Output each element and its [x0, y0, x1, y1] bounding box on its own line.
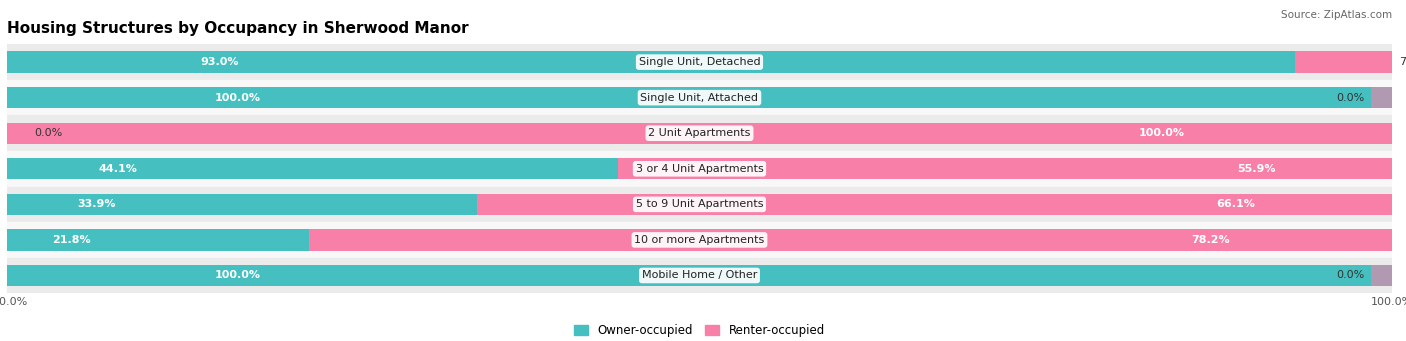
Text: 100.0%: 100.0% — [1139, 128, 1184, 138]
Bar — [309, 229, 1392, 251]
Text: 10 or more Apartments: 10 or more Apartments — [634, 235, 765, 245]
Bar — [7, 116, 1392, 151]
Text: 66.1%: 66.1% — [1216, 199, 1254, 209]
Text: 93.0%: 93.0% — [200, 57, 239, 67]
Text: 5 to 9 Unit Apartments: 5 to 9 Unit Apartments — [636, 199, 763, 209]
Bar — [7, 158, 617, 179]
Bar — [7, 87, 1392, 108]
Text: 7.0%: 7.0% — [1399, 57, 1406, 67]
Text: 21.8%: 21.8% — [52, 235, 91, 245]
Text: 2 Unit Apartments: 2 Unit Apartments — [648, 128, 751, 138]
Legend: Owner-occupied, Renter-occupied: Owner-occupied, Renter-occupied — [569, 320, 830, 341]
Bar — [7, 80, 1392, 116]
Text: Source: ZipAtlas.com: Source: ZipAtlas.com — [1281, 10, 1392, 20]
Text: 0.0%: 0.0% — [1336, 270, 1364, 281]
Bar — [7, 151, 1392, 187]
Text: 33.9%: 33.9% — [77, 199, 115, 209]
Bar — [7, 229, 309, 251]
Text: 78.2%: 78.2% — [1191, 235, 1229, 245]
Bar — [7, 194, 477, 215]
Bar — [7, 265, 1392, 286]
Text: Mobile Home / Other: Mobile Home / Other — [641, 270, 758, 281]
Bar — [7, 122, 28, 144]
Bar — [1295, 51, 1392, 73]
Bar — [7, 222, 1392, 258]
Bar — [7, 44, 1392, 80]
Bar — [1371, 265, 1392, 286]
Text: Single Unit, Attached: Single Unit, Attached — [641, 93, 758, 103]
Text: 100.0%: 100.0% — [215, 93, 260, 103]
Text: 3 or 4 Unit Apartments: 3 or 4 Unit Apartments — [636, 164, 763, 174]
Text: 0.0%: 0.0% — [35, 128, 63, 138]
Bar — [7, 122, 1392, 144]
Text: 55.9%: 55.9% — [1237, 164, 1275, 174]
Bar — [7, 187, 1392, 222]
Bar — [617, 158, 1392, 179]
Bar — [477, 194, 1392, 215]
Bar — [7, 51, 1295, 73]
Text: Housing Structures by Occupancy in Sherwood Manor: Housing Structures by Occupancy in Sherw… — [7, 21, 468, 36]
Text: Single Unit, Detached: Single Unit, Detached — [638, 57, 761, 67]
Bar — [7, 258, 1392, 293]
Text: 44.1%: 44.1% — [98, 164, 138, 174]
Text: 100.0%: 100.0% — [215, 270, 260, 281]
Text: 0.0%: 0.0% — [1336, 93, 1364, 103]
Bar — [1371, 87, 1392, 108]
